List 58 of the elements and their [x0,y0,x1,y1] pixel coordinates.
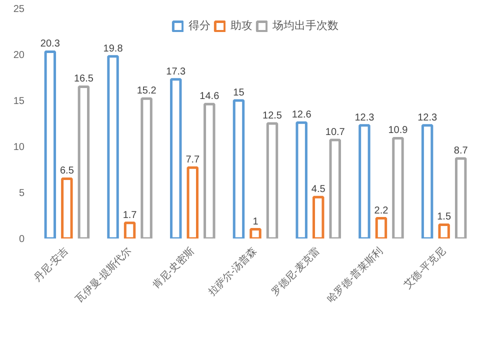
legend-label: 场均出手次数 [272,19,338,33]
y-tick-label: 15 [13,96,25,107]
data-label: 17.3 [166,66,186,78]
legend-label: 助攻 [230,19,252,33]
bar [140,97,152,238]
x-tick-label: 瓦伊曼-提斯代尔 [73,244,134,306]
data-label: 10.7 [325,127,346,138]
bar [186,166,198,238]
bar [266,122,278,238]
data-label: 1.5 [437,212,452,223]
y-tick-label: 20 [13,50,25,61]
data-label: 4.5 [311,184,326,196]
bar [124,222,136,238]
y-tick-label: 0 [18,234,25,245]
x-tick-label: 拉萨尔-汤普森 [206,244,260,298]
data-label: 1.7 [122,210,138,221]
bar [61,177,73,238]
data-label: 15 [233,88,245,98]
data-label: 6.5 [60,166,74,177]
data-label: 10.9 [388,125,408,136]
data-label: 1 [252,216,259,228]
bar [250,228,262,238]
bar [421,124,434,238]
data-label: 14.6 [200,91,220,102]
data-label: 12.3 [354,112,375,124]
data-label: 12.5 [262,110,282,122]
bar [375,217,388,238]
data-label: 12.6 [292,110,312,121]
y-tick-label: 10 [13,142,25,153]
data-label: 2.2 [374,205,389,216]
data-label: 8.7 [454,145,468,156]
x-tick-label: 艾德-平克尼 [402,244,448,292]
x-tick-label: 丹尼-安吉 [32,244,71,284]
bar [232,99,245,238]
bar [204,102,216,238]
bar [454,157,467,238]
data-label: 16.5 [74,74,94,85]
bar [44,50,56,238]
bar [296,121,308,238]
data-label: 19.8 [103,43,124,54]
y-tick-label: 25 [13,4,25,15]
bar [329,138,341,238]
x-tick-label: 罗德尼-麦克雷 [268,244,322,298]
legend-label: 得分 [188,19,210,33]
x-tick-label: 哈罗德-普莱斯利 [324,244,386,306]
bar [392,136,404,238]
data-label: 7.7 [186,154,200,166]
x-tick-label: 肯尼-史密斯 [150,244,197,292]
bar [107,55,119,238]
data-label: 15.2 [136,86,157,97]
y-tick-label: 5 [18,188,25,199]
bar [438,223,450,238]
bar [358,124,370,238]
bar [78,85,90,238]
data-label: 12.3 [418,112,438,124]
bar [312,196,324,238]
bar [170,78,182,238]
data-label: 20.3 [40,38,60,50]
